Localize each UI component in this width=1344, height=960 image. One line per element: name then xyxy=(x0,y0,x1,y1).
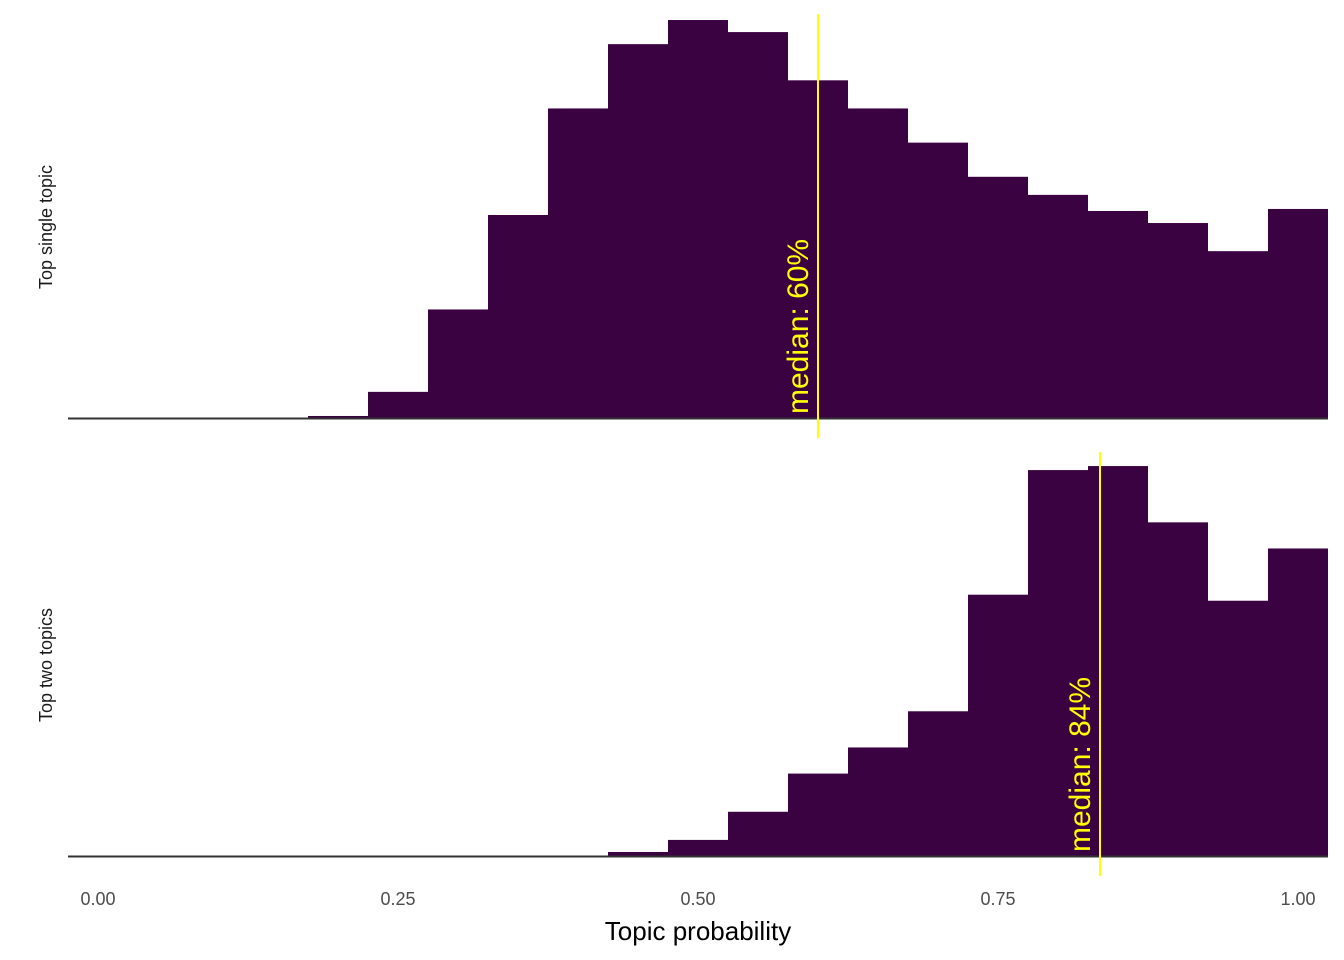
histogram-bar xyxy=(1028,470,1088,856)
histogram-bar xyxy=(668,839,728,856)
histogram-bar xyxy=(1088,466,1148,856)
x-axis: 0.00 0.25 0.50 0.75 1.00 Topic probabili… xyxy=(80,889,1315,946)
facet-top-two-topics: median: 84% Top two topics xyxy=(36,452,1328,876)
histogram-bar xyxy=(728,32,788,418)
histogram-bar xyxy=(848,747,908,856)
x-tick-label: 0.75 xyxy=(980,889,1015,909)
facet-label-top-two-topics: Top two topics xyxy=(36,608,56,722)
histogram-bar xyxy=(908,142,968,418)
facet-label-top-single-topic: Top single topic xyxy=(36,165,56,289)
histogram-bar xyxy=(848,108,908,419)
bars-top-two-topics xyxy=(608,466,1328,856)
histogram-bar xyxy=(1208,251,1268,418)
histogram-bar xyxy=(608,44,668,418)
histogram-bar xyxy=(548,108,608,419)
histogram-bar xyxy=(788,773,848,856)
histogram-bar xyxy=(1028,194,1088,418)
histogram-bar xyxy=(668,20,728,419)
histogram-bar xyxy=(1268,548,1328,856)
histogram-bar xyxy=(1088,210,1148,418)
x-axis-title: Topic probability xyxy=(605,916,791,946)
histogram-bar xyxy=(1148,522,1208,856)
median-label-top-two-topics: median: 84% xyxy=(1064,677,1097,852)
x-tick-label: 0.50 xyxy=(680,889,715,909)
histogram-bar xyxy=(1268,208,1328,418)
median-label-top-single-topic: median: 60% xyxy=(782,239,815,414)
histogram-bar xyxy=(1148,223,1208,418)
histogram-bar xyxy=(488,214,548,418)
x-tick-label: 1.00 xyxy=(1280,889,1315,909)
histogram-bar xyxy=(968,176,1028,418)
histogram-bar xyxy=(308,415,368,418)
histogram-bar xyxy=(728,811,788,856)
histogram-bar xyxy=(1208,600,1268,856)
x-tick-label: 0.00 xyxy=(80,889,115,909)
x-tick-label: 0.25 xyxy=(380,889,415,909)
histogram-bar xyxy=(608,851,668,856)
facet-top-single-topic: median: 60% Top single topic xyxy=(36,14,1328,438)
histogram-bar xyxy=(908,711,968,856)
histogram-bar xyxy=(368,391,428,418)
histogram-bar xyxy=(428,309,488,418)
histogram-bar xyxy=(968,594,1028,856)
